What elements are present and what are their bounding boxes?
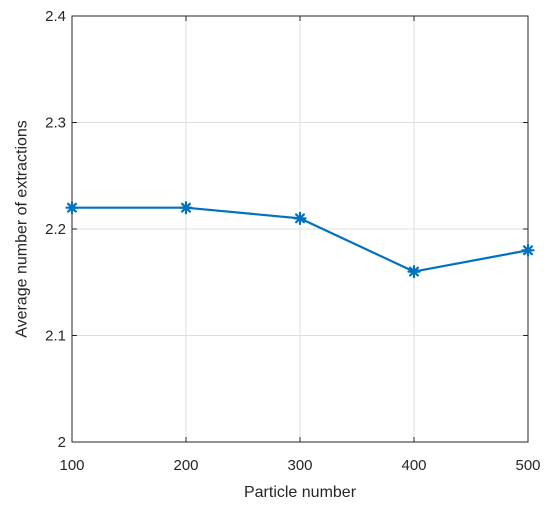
- data-point-marker: [65, 201, 79, 215]
- x-tick-label: 300: [287, 457, 312, 474]
- x-tick-label: 200: [173, 457, 198, 474]
- x-axis-label: Particle number: [244, 484, 357, 501]
- y-tick-label: 2.2: [45, 221, 66, 238]
- data-point-marker: [179, 201, 193, 215]
- grid-lines: [72, 16, 528, 442]
- x-axis-ticks: 100 200 300 400 500: [59, 16, 541, 474]
- x-tick-label: 100: [59, 457, 84, 474]
- data-point-marker: [521, 243, 535, 257]
- y-tick-label: 2.4: [45, 8, 66, 25]
- x-tick-label: 400: [401, 457, 426, 474]
- data-point-marker: [293, 211, 307, 225]
- x-tick-label: 500: [515, 457, 540, 474]
- y-tick-label: 2: [58, 434, 66, 451]
- data-point-marker: [407, 265, 421, 279]
- y-axis-label: Average number of extractions: [14, 120, 31, 338]
- y-tick-label: 2.1: [45, 328, 66, 345]
- y-axis-ticks: 2 2.1 2.2 2.3 2.4: [45, 8, 528, 451]
- series-markers: [65, 201, 535, 279]
- y-tick-label: 2.3: [45, 115, 66, 132]
